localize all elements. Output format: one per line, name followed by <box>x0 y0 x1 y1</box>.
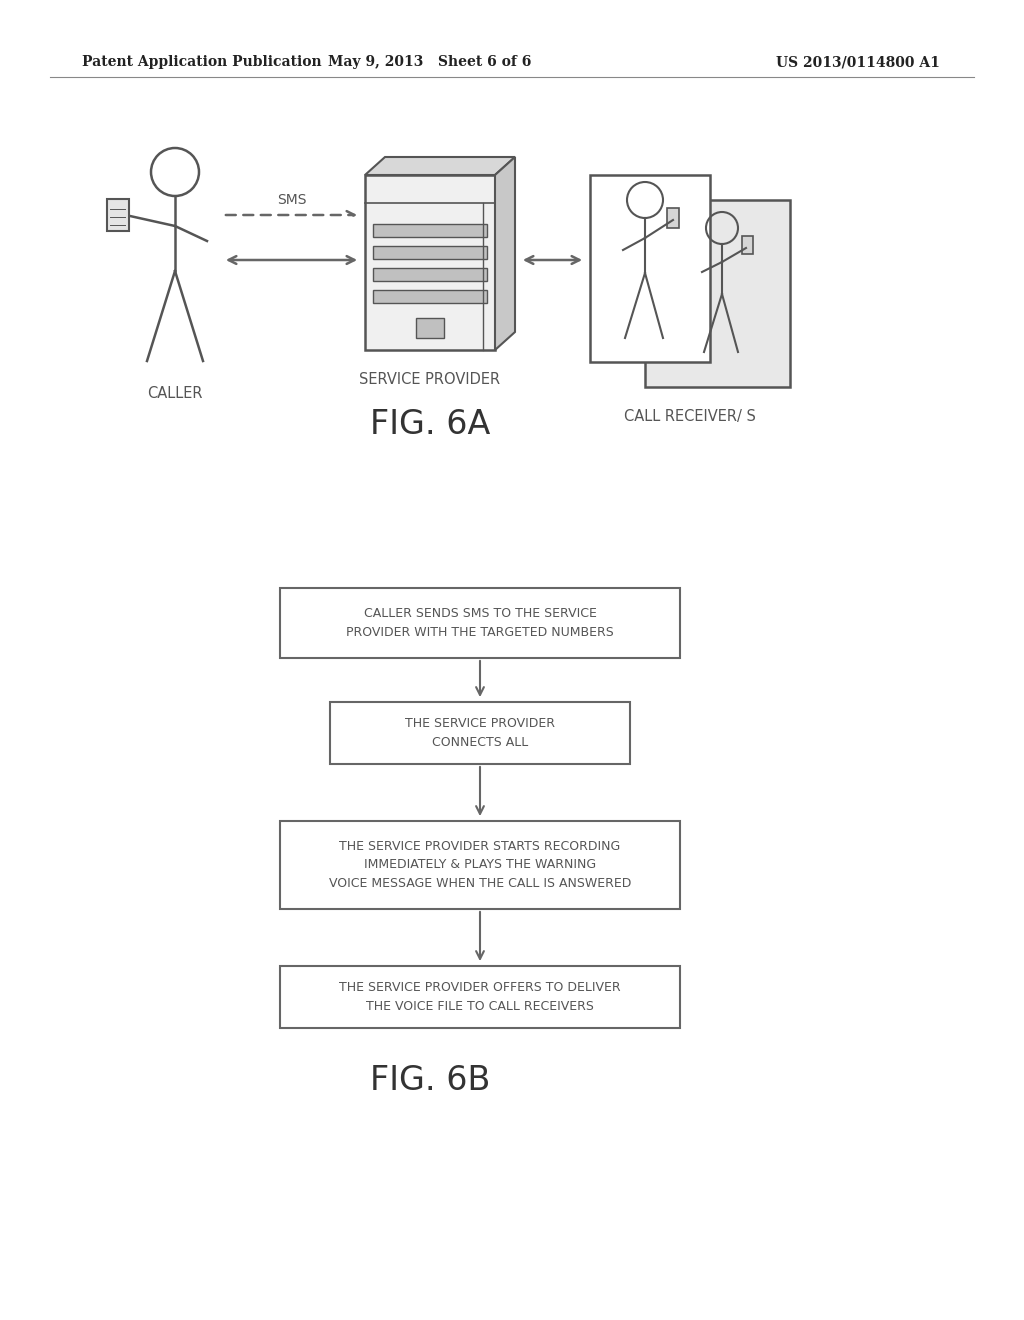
FancyBboxPatch shape <box>280 966 680 1028</box>
FancyBboxPatch shape <box>280 587 680 657</box>
Text: FIG. 6B: FIG. 6B <box>370 1064 490 1097</box>
FancyBboxPatch shape <box>667 209 679 228</box>
Text: THE SERVICE PROVIDER
CONNECTS ALL: THE SERVICE PROVIDER CONNECTS ALL <box>406 717 555 748</box>
Text: SERVICE PROVIDER: SERVICE PROVIDER <box>359 372 501 387</box>
FancyBboxPatch shape <box>645 201 790 387</box>
Text: CALL RECEIVER/ S: CALL RECEIVER/ S <box>624 409 756 424</box>
FancyBboxPatch shape <box>373 290 487 304</box>
FancyBboxPatch shape <box>373 268 487 281</box>
Text: May 9, 2013   Sheet 6 of 6: May 9, 2013 Sheet 6 of 6 <box>329 55 531 69</box>
Text: CALLER: CALLER <box>147 385 203 401</box>
FancyBboxPatch shape <box>330 702 630 764</box>
Text: THE SERVICE PROVIDER STARTS RECORDING
IMMEDIATELY & PLAYS THE WARNING
VOICE MESS: THE SERVICE PROVIDER STARTS RECORDING IM… <box>329 840 631 890</box>
FancyBboxPatch shape <box>742 236 753 253</box>
Text: FIG. 6A: FIG. 6A <box>370 408 490 441</box>
Polygon shape <box>495 157 515 350</box>
FancyBboxPatch shape <box>373 224 487 238</box>
Text: CALLER SENDS SMS TO THE SERVICE
PROVIDER WITH THE TARGETED NUMBERS: CALLER SENDS SMS TO THE SERVICE PROVIDER… <box>346 607 613 639</box>
Text: US 2013/0114800 A1: US 2013/0114800 A1 <box>776 55 940 69</box>
Polygon shape <box>365 157 515 176</box>
FancyBboxPatch shape <box>365 176 495 350</box>
FancyBboxPatch shape <box>416 318 444 338</box>
Text: THE SERVICE PROVIDER OFFERS TO DELIVER
THE VOICE FILE TO CALL RECEIVERS: THE SERVICE PROVIDER OFFERS TO DELIVER T… <box>339 981 621 1012</box>
FancyBboxPatch shape <box>373 246 487 259</box>
FancyBboxPatch shape <box>106 199 129 231</box>
Text: SMS: SMS <box>276 193 306 207</box>
Text: Patent Application Publication: Patent Application Publication <box>82 55 322 69</box>
FancyBboxPatch shape <box>280 821 680 909</box>
FancyBboxPatch shape <box>590 176 710 362</box>
